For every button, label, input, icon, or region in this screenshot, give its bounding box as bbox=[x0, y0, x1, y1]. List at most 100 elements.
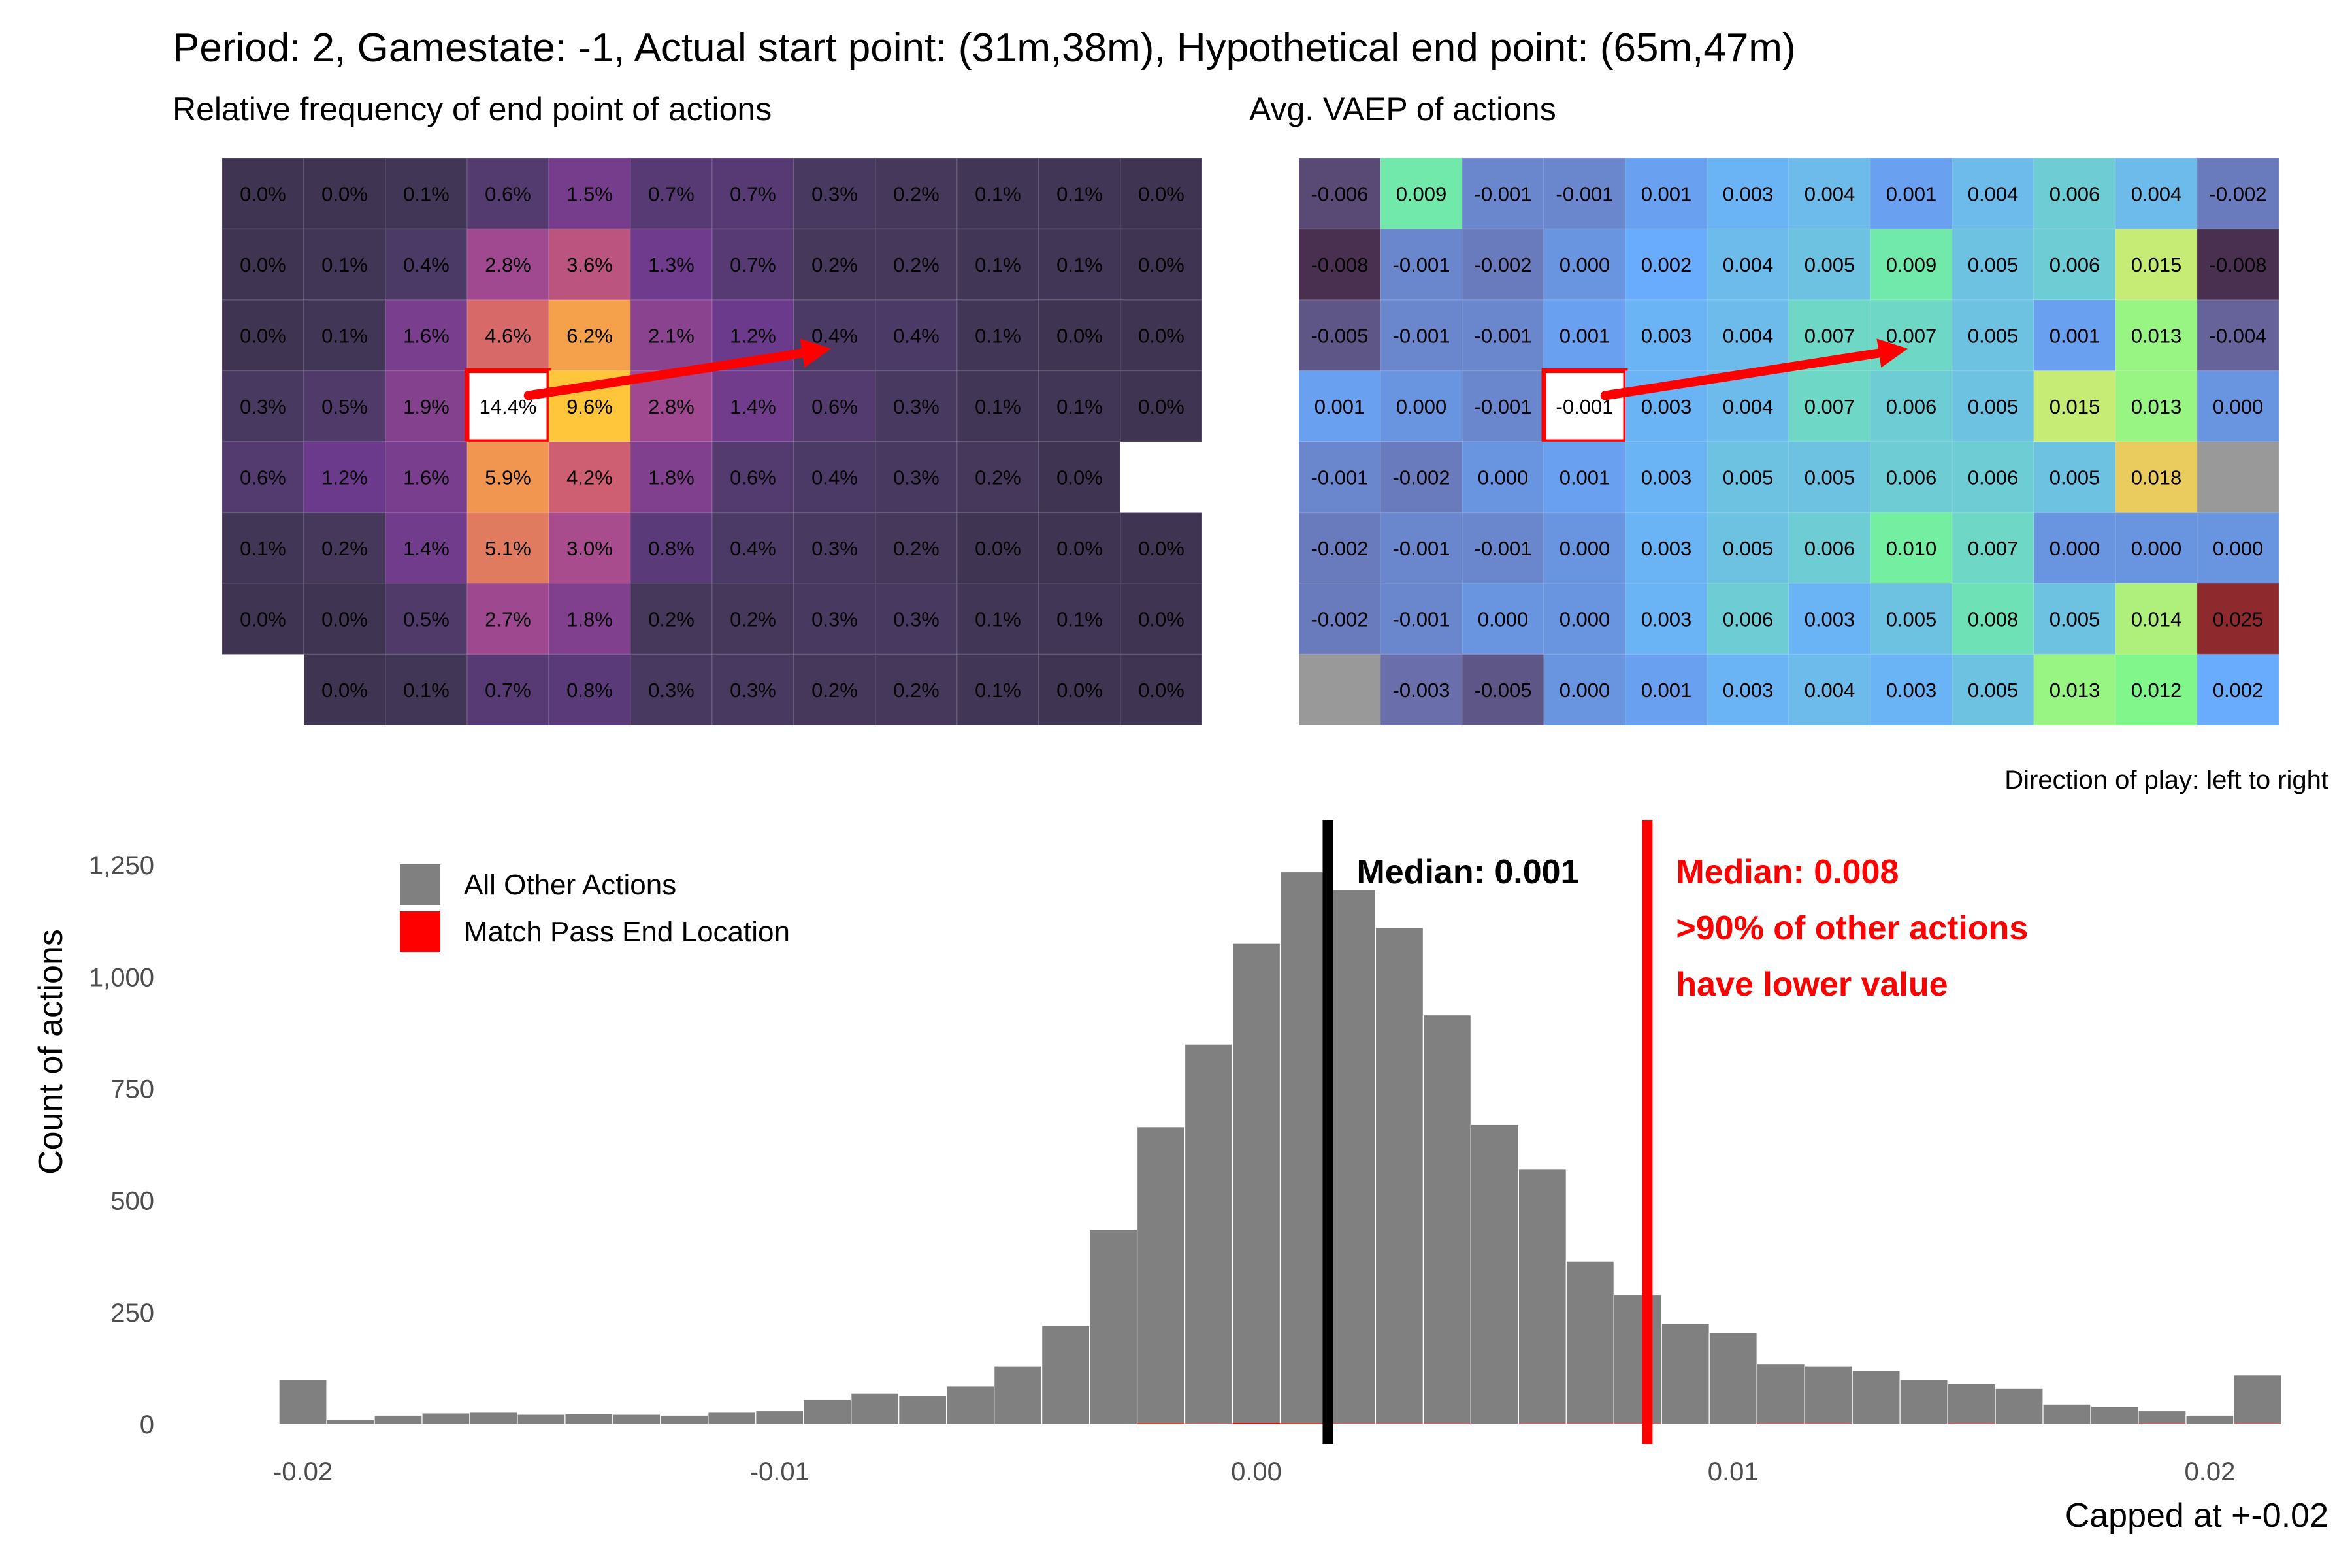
heatmap-cell-label: 0.4% bbox=[730, 537, 776, 560]
y-axis-label: Count of actions bbox=[32, 929, 70, 1175]
heatmap-cell-label: 0.007 bbox=[1886, 324, 1937, 347]
heatmap-cell-label: 2.1% bbox=[648, 324, 694, 347]
heatmap-cell bbox=[1707, 370, 1789, 442]
heatmap-cell-label: 4.6% bbox=[485, 324, 531, 347]
heatmap-cell-label: -0.001 bbox=[1393, 253, 1450, 276]
heatmap-cell-label: 0.0% bbox=[240, 324, 286, 347]
heatmap-cell-label: 0.014 bbox=[2131, 608, 2182, 630]
heatmap-cell bbox=[1952, 158, 2034, 230]
histogram-bar bbox=[1088, 1229, 1138, 1425]
heatmap-cell-label: 0.006 bbox=[1886, 395, 1937, 418]
heatmap-cell-label: 0.025 bbox=[2213, 608, 2264, 630]
heatmap-cell bbox=[385, 228, 468, 301]
heatmap-cell bbox=[630, 512, 713, 584]
heatmap-cell bbox=[1870, 441, 1953, 514]
heatmap-cell bbox=[793, 583, 876, 655]
heatmap-cell-label: 0.000 bbox=[1560, 608, 1610, 630]
heatmap-cell-label: 0.000 bbox=[1560, 679, 1610, 702]
histogram-bar bbox=[1041, 1325, 1090, 1425]
heatmap-cell bbox=[711, 583, 794, 655]
heatmap-cell-label: 1.6% bbox=[403, 466, 449, 489]
histogram-bar bbox=[1661, 1323, 1710, 1425]
histogram-bar bbox=[898, 1394, 947, 1425]
heatmap-cell-label: 0.000 bbox=[1396, 395, 1447, 418]
heatmap-cell bbox=[875, 228, 958, 301]
heatmap-cell bbox=[1038, 653, 1121, 725]
heatmap-cell bbox=[1543, 653, 1626, 725]
heatmap-cell bbox=[2115, 583, 2198, 655]
heatmap-cell-label: 0.0% bbox=[1056, 537, 1103, 560]
heatmap-cell-label: 0.8% bbox=[648, 537, 694, 560]
heatmap-cell-label: 0.005 bbox=[1968, 253, 2019, 276]
heatmap-cell-label: 0.2% bbox=[730, 608, 776, 630]
y-tick-label: 0 bbox=[140, 1411, 154, 1439]
heatmap-cell-label: 0.013 bbox=[2131, 324, 2182, 347]
heatmap-cell bbox=[1380, 158, 1463, 230]
heatmap-cell-label: 0.008 bbox=[1968, 608, 2019, 630]
histogram-bar bbox=[1756, 1363, 1805, 1425]
legend-label: Match Pass End Location bbox=[464, 916, 790, 948]
heatmap-cell-label: 9.6% bbox=[566, 395, 613, 418]
heatmap-cell-label: 2.7% bbox=[485, 608, 531, 630]
heatmap-cell-label: 0.013 bbox=[2131, 395, 2182, 418]
heatmap-cell bbox=[711, 158, 794, 230]
heatmap-cell bbox=[1038, 583, 1121, 655]
histogram-bar bbox=[564, 1413, 613, 1425]
main-title: Period: 2, Gamestate: -1, Actual start p… bbox=[172, 25, 1796, 71]
heatmap-cell-label: 1.4% bbox=[403, 537, 449, 560]
histogram-bar bbox=[2185, 1414, 2234, 1425]
heatmap-cell-label: 3.6% bbox=[566, 253, 613, 276]
heatmap-cell-label: 0.001 bbox=[1886, 182, 1937, 205]
heatmap-cell bbox=[466, 158, 549, 230]
heatmap-cell bbox=[2033, 512, 2116, 584]
heatmap-cell bbox=[1952, 512, 2034, 584]
heatmap-cell-label: 0.1% bbox=[1056, 253, 1103, 276]
heatmap-cell bbox=[1462, 512, 1544, 584]
histogram-bar bbox=[1565, 1260, 1614, 1425]
heatmap-cell bbox=[956, 441, 1039, 514]
heatmap-cell-label: 0.000 bbox=[1560, 253, 1610, 276]
heatmap-cell-label: 0.1% bbox=[975, 182, 1021, 205]
histogram-bar bbox=[1375, 927, 1424, 1425]
heatmap-cell-label: 0.4% bbox=[893, 324, 939, 347]
heatmap-cell bbox=[222, 370, 304, 442]
heatmap-cell-label: 0.3% bbox=[893, 395, 939, 418]
heatmap-cell-label: 0.4% bbox=[403, 253, 449, 276]
heatmap-cell-label: 0.013 bbox=[2050, 679, 2100, 702]
heatmap-cell bbox=[1462, 441, 1544, 514]
legend-swatch bbox=[400, 864, 440, 905]
heatmap-cell-label: 0.5% bbox=[321, 395, 368, 418]
histogram-bar bbox=[946, 1386, 995, 1425]
heatmap-cell-label: -0.005 bbox=[1311, 324, 1369, 347]
heatmap-cell-label: -0.001 bbox=[1475, 182, 1532, 205]
heatmap-cell-label: 0.2% bbox=[648, 608, 694, 630]
heatmap-cell-label: 1.3% bbox=[648, 253, 694, 276]
heatmap-cell-label: 0.003 bbox=[1723, 679, 1774, 702]
heatmap-cell bbox=[1543, 441, 1626, 514]
histogram-bar bbox=[1232, 943, 1281, 1425]
heatmap-cell bbox=[1870, 228, 1953, 301]
heatmap-cell bbox=[956, 158, 1039, 230]
heatmap-cell-label: 0.009 bbox=[1886, 253, 1937, 276]
heatmap-cell-label: 0.7% bbox=[730, 182, 776, 205]
heatmap-cell bbox=[630, 653, 713, 725]
histogram-bar bbox=[278, 1379, 327, 1425]
heatmap-cell-label: 2.8% bbox=[648, 395, 694, 418]
heatmap-cell-label: -0.004 bbox=[2210, 324, 2267, 347]
heatmap-cell bbox=[1788, 512, 1871, 584]
heatmap-cell-label: -0.002 bbox=[1475, 253, 1532, 276]
heatmap-cell-label: -0.001 bbox=[1475, 324, 1532, 347]
heatmap-cell bbox=[793, 228, 876, 301]
heatmap-cell-label: 0.004 bbox=[1805, 182, 1855, 205]
heatmap-cell-label: 0.005 bbox=[1968, 395, 2019, 418]
heatmap-cell bbox=[956, 228, 1039, 301]
heatmap-cell bbox=[548, 583, 631, 655]
histogram-bar bbox=[1327, 889, 1377, 1425]
heatmap-cell bbox=[2197, 299, 2279, 372]
heatmap-cell bbox=[303, 653, 386, 725]
heatmap-cell-label: 0.0% bbox=[1056, 466, 1103, 489]
heatmap-cell-label: 0.006 bbox=[1723, 608, 1774, 630]
heatmap-cell-label: 0.004 bbox=[1805, 679, 1855, 702]
heatmap-cell bbox=[222, 441, 304, 514]
heatmap-cell bbox=[1380, 228, 1463, 301]
